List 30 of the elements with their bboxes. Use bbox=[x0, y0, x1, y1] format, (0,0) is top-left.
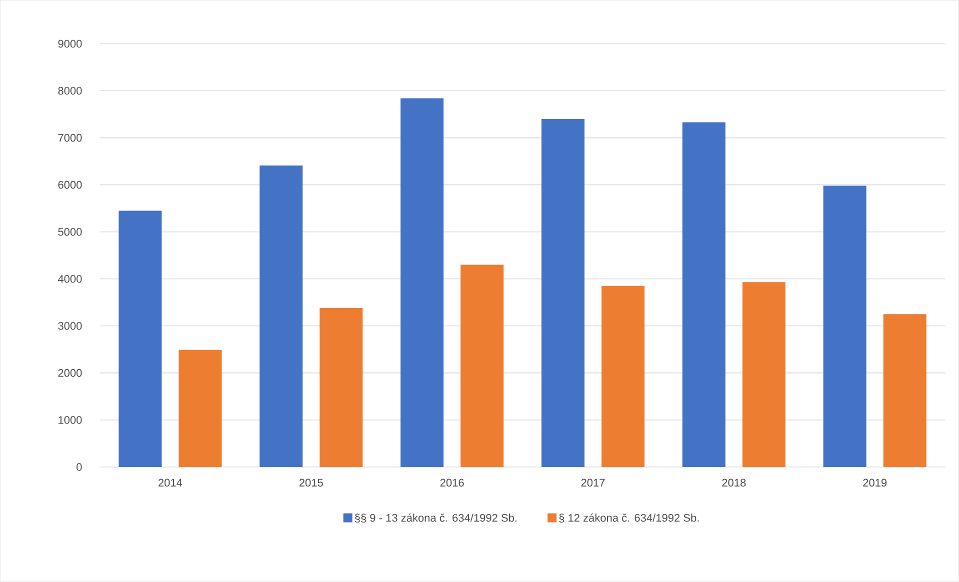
x-tick-label: 2016 bbox=[440, 478, 464, 487]
y-tick-label: 2000 bbox=[58, 369, 82, 377]
y-tick-label: 4000 bbox=[58, 275, 82, 283]
bar bbox=[118, 210, 162, 468]
x-tick-label: 2017 bbox=[581, 478, 605, 487]
bar bbox=[682, 122, 726, 468]
bar bbox=[460, 264, 504, 468]
y-tick-label: 5000 bbox=[58, 228, 82, 236]
y-tick-label: 1000 bbox=[58, 416, 82, 424]
bar bbox=[823, 186, 866, 468]
bar bbox=[601, 286, 645, 468]
bar bbox=[742, 282, 786, 468]
bar bbox=[320, 308, 363, 468]
legend-label: § 12 zákona č. 634/1992 Sb. bbox=[559, 514, 699, 523]
y-tick-label: 6000 bbox=[58, 181, 82, 189]
x-tick-label: 2019 bbox=[863, 478, 887, 487]
x-tick-label: 2018 bbox=[722, 478, 746, 487]
x-tick-label: 2014 bbox=[158, 478, 182, 487]
y-tick-label: 9000 bbox=[58, 40, 82, 48]
bar bbox=[883, 314, 926, 468]
y-tick-label: 0 bbox=[76, 463, 82, 471]
x-tick-label: 2015 bbox=[299, 478, 323, 487]
bar bbox=[400, 98, 444, 468]
bar bbox=[178, 350, 222, 468]
y-tick-label: 7000 bbox=[58, 134, 82, 142]
bar bbox=[541, 119, 584, 468]
y-tick-label: 8000 bbox=[58, 86, 82, 95]
bar bbox=[260, 166, 303, 468]
legend-label: §§ 9 - 13 zákona č. 634/1992 Sb. bbox=[354, 514, 516, 523]
y-tick-label: 3000 bbox=[58, 322, 82, 330]
